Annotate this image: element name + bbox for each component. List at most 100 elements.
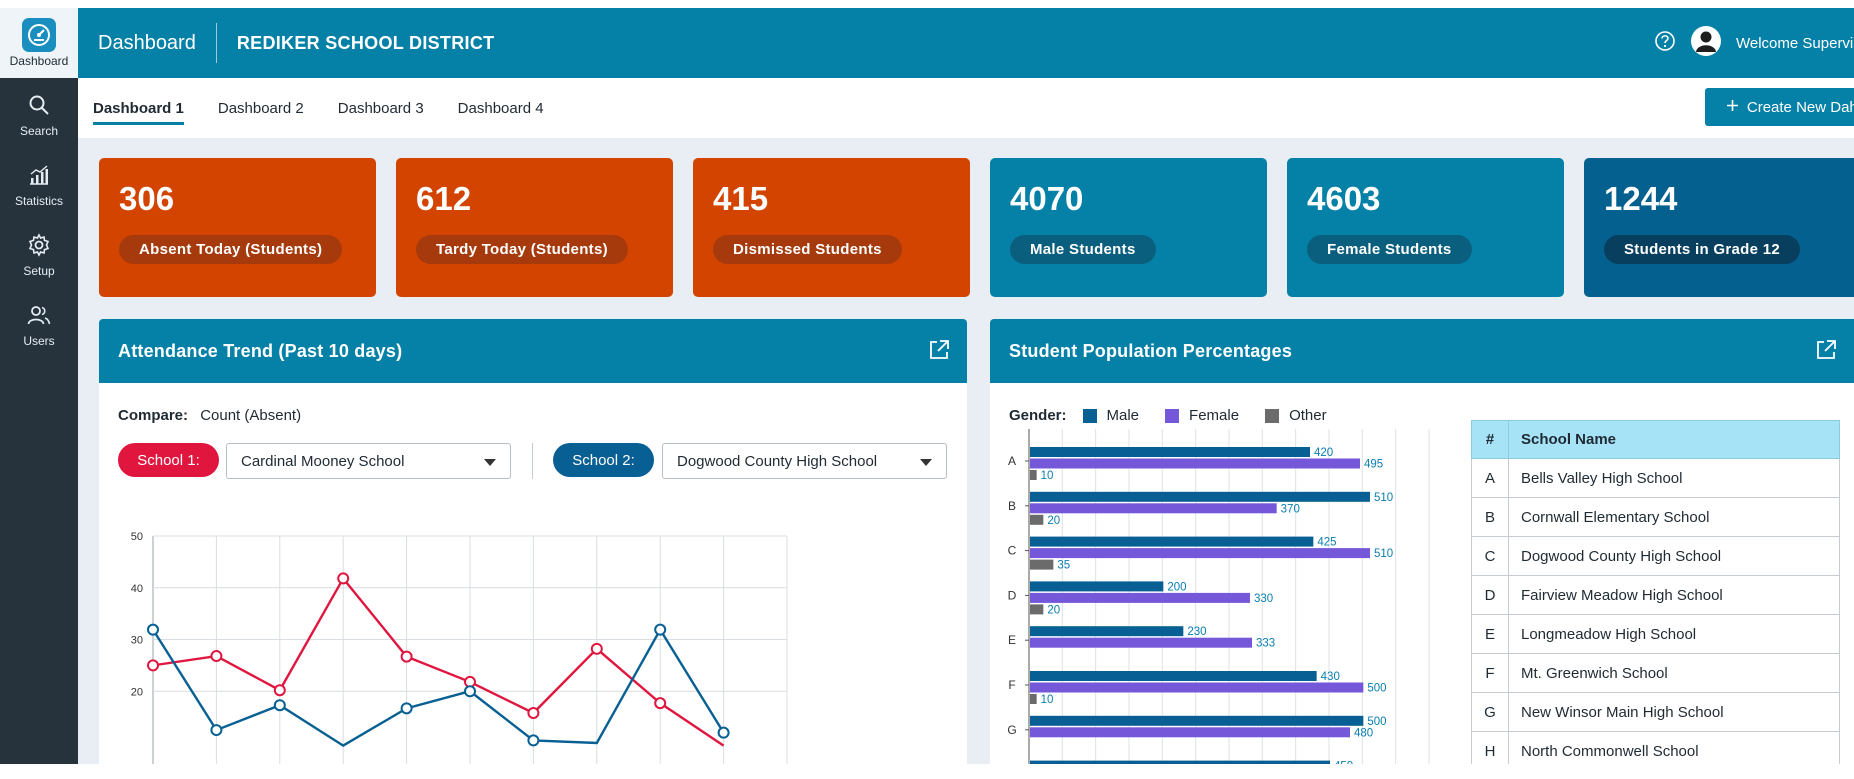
legend-swatch-other xyxy=(1265,408,1280,423)
sidebar-item-label: Statistics xyxy=(14,194,63,208)
bar xyxy=(1030,760,1330,764)
bar xyxy=(1030,592,1250,603)
data-point xyxy=(273,699,286,712)
kpi-label: Absent Today (Students) xyxy=(119,235,343,264)
bar xyxy=(1030,727,1350,738)
table-row[interactable]: H North Commonwell School xyxy=(1471,731,1840,764)
school-1-select[interactable]: Cardinal Mooney School xyxy=(226,443,511,479)
data-label: 20 xyxy=(1047,515,1060,527)
data-label: 370 xyxy=(1281,503,1300,515)
compare-row: Compare: Count (Absent) xyxy=(118,407,301,424)
data-label: 450 xyxy=(1334,761,1353,764)
create-dashboard-button[interactable]: Create New Dahboard xyxy=(1705,88,1854,126)
data-label: 510 xyxy=(1374,548,1393,560)
bar xyxy=(1030,682,1364,693)
data-label: 420 xyxy=(1314,447,1333,459)
data-point xyxy=(527,706,540,719)
table-row[interactable]: B Cornwall Elementary School xyxy=(1471,497,1840,537)
open-external-icon[interactable] xyxy=(1815,339,1837,366)
kpi-card-absent[interactable]: 306 Absent Today (Students) xyxy=(99,158,376,297)
data-point xyxy=(210,650,223,663)
y-tick-label: 20 xyxy=(131,686,143,698)
data-label: 500 xyxy=(1367,683,1386,695)
table-row[interactable]: D Fairview Meadow High School xyxy=(1471,575,1840,615)
sidebar-item-statistics[interactable]: Statistics xyxy=(0,148,78,218)
sidebar-item-setup[interactable]: Setup xyxy=(0,218,78,288)
school-code: G xyxy=(1471,692,1509,732)
y-tick-label: 40 xyxy=(131,583,143,595)
kpi-card-tardy[interactable]: 612 Tardy Today (Students) xyxy=(396,158,673,297)
legend-other: Other xyxy=(1289,407,1327,424)
bar xyxy=(1030,559,1054,570)
users-icon xyxy=(22,298,56,332)
column-header-school-name[interactable]: School Name xyxy=(1508,420,1840,459)
attendance-title: Attendance Trend (Past 10 days) xyxy=(118,340,403,361)
bar xyxy=(1030,548,1370,559)
selector-divider xyxy=(532,443,533,479)
tab-bar: Dashboard 1 Dashboard 2 Dashboard 3 Dash… xyxy=(78,78,1854,138)
create-dashboard-label: Create New Dahboard xyxy=(1746,98,1854,116)
data-label: 425 xyxy=(1317,537,1336,549)
data-label: 330 xyxy=(1254,593,1273,605)
tab-dashboard-2[interactable]: Dashboard 2 xyxy=(217,99,304,117)
page-title: Dashboard xyxy=(98,31,196,54)
school-1-label: School 1: xyxy=(118,443,219,477)
legend-swatch-female xyxy=(1165,408,1180,423)
data-label: 500 xyxy=(1367,716,1386,728)
sidebar-item-users[interactable]: Users xyxy=(0,288,78,358)
school-name: Cornwall Elementary School xyxy=(1508,497,1840,537)
data-label: 10 xyxy=(1041,694,1054,706)
kpi-value: 4070 xyxy=(1010,180,1084,217)
avatar[interactable] xyxy=(1690,25,1722,62)
tab-dashboard-3[interactable]: Dashboard 3 xyxy=(337,99,424,117)
bar xyxy=(1030,715,1364,726)
kpi-label: Female Students xyxy=(1307,235,1472,264)
sidebar-item-search[interactable]: Search xyxy=(0,78,78,148)
tab-dashboard-1[interactable]: Dashboard 1 xyxy=(93,90,184,127)
kpi-card-female[interactable]: 4603 Female Students xyxy=(1287,158,1564,297)
open-external-icon[interactable] xyxy=(928,339,950,366)
data-point xyxy=(400,702,413,715)
school-code: D xyxy=(1471,575,1509,615)
column-header-number[interactable]: # xyxy=(1471,420,1509,459)
kpi-label: Male Students xyxy=(1010,235,1156,264)
school-name: Dogwood County High School xyxy=(1508,536,1840,576)
kpi-card-grade-12[interactable]: 1244 Students in Grade 12 xyxy=(1584,158,1854,297)
tab-dashboard-4[interactable]: Dashboard 4 xyxy=(457,99,544,117)
school-code: C xyxy=(1471,536,1509,576)
compare-label: Compare: xyxy=(118,407,189,424)
kpi-label: Dismissed Students xyxy=(713,235,902,264)
data-label: 230 xyxy=(1187,626,1206,638)
sidebar-item-dashboard[interactable]: Dashboard xyxy=(0,8,78,78)
compare-value: Count (Absent) xyxy=(200,407,302,424)
table-row[interactable]: G New Winsor Main High School xyxy=(1471,692,1840,732)
data-point xyxy=(210,724,223,737)
table-row[interactable]: E Longmeadow High School xyxy=(1471,614,1840,654)
help-icon[interactable] xyxy=(1654,30,1676,57)
table-row[interactable]: A Bells Valley High School xyxy=(1471,458,1840,498)
kpi-value: 4603 xyxy=(1307,180,1381,217)
chevron-down-icon xyxy=(484,459,496,466)
kpi-card-male[interactable]: 4070 Male Students xyxy=(990,158,1267,297)
table-row[interactable]: F Mt. Greenwich School xyxy=(1471,653,1840,693)
school-name: Mt. Greenwich School xyxy=(1508,653,1840,693)
school-2-select-value: Dogwood County High School xyxy=(677,452,878,470)
header-right: Welcome Supervisor xyxy=(1654,8,1854,78)
data-label: 35 xyxy=(1057,560,1070,572)
data-point xyxy=(147,623,159,636)
school-2-select[interactable]: Dogwood County High School xyxy=(662,443,947,479)
kpi-card-dismissed[interactable]: 415 Dismissed Students xyxy=(693,158,970,297)
school-name: New Winsor Main High School xyxy=(1508,692,1840,732)
table-row[interactable]: C Dogwood County High School xyxy=(1471,536,1840,576)
dashboard-icon xyxy=(22,18,56,52)
category-label: F xyxy=(1008,678,1015,692)
attendance-line-chart: 20 30 40 50 xyxy=(131,531,788,764)
category-label: A xyxy=(1008,454,1016,468)
school-code: B xyxy=(1471,497,1509,537)
top-header: Dashboard REDIKER SCHOOL DISTRICT Welcom… xyxy=(78,8,1854,78)
header-divider xyxy=(215,23,217,63)
welcome-text[interactable]: Welcome Supervisor xyxy=(1736,34,1854,52)
bar xyxy=(1030,491,1370,502)
sidebar-item-label: Dashboard xyxy=(9,54,69,68)
table-header-row: # School Name xyxy=(1471,420,1840,459)
